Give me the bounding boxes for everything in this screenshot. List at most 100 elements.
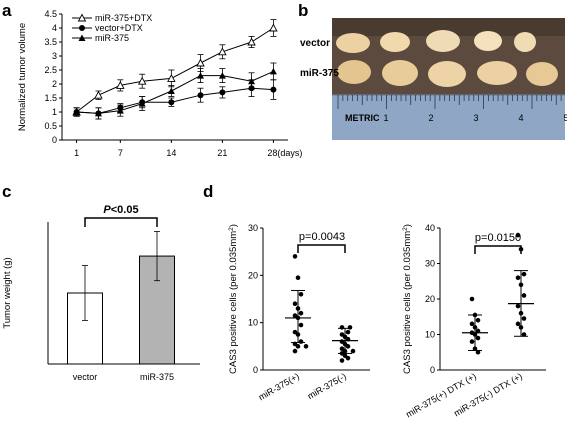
significance-bracket (474, 245, 522, 254)
y-ticks: 0 10 20 30 (248, 223, 263, 375)
chart-cas3-mir375-dtx: 0 10 20 30 40 miR-375(+) DTX (+)miR-375(-) D… (402, 223, 546, 419)
axes (262, 228, 370, 371)
points (285, 254, 358, 363)
y-tick-label: 30 (425, 259, 435, 269)
data-point (515, 303, 521, 309)
tumor (382, 60, 418, 86)
data-point (292, 254, 298, 259)
y-ticks: 0 0.5 1 1.5 2 2.5 3 3.5 4 4.5 (44, 9, 62, 145)
tumors-mir375-row (337, 60, 558, 87)
tumor (428, 61, 466, 87)
data-point (515, 232, 521, 238)
tumor-photo: METRIC 1 2 3 4 5 vector miR-375 (300, 18, 567, 140)
tumor (337, 60, 371, 84)
data-point (475, 349, 481, 355)
data-point (292, 301, 298, 307)
y-tick-label: 4 (52, 23, 57, 33)
tumor (477, 61, 517, 85)
p-value-label: p=0.0150 (475, 232, 521, 244)
y-tick-label: 0.5 (44, 121, 57, 131)
y-tick-label: 3 (52, 51, 57, 61)
significance-annotation: p=0.0150 (474, 232, 522, 254)
y-tick-label: 10 (248, 318, 258, 328)
y-axis-label-end: ) (402, 224, 413, 227)
y-tick-label: 0 (52, 135, 57, 145)
y-axis-label-main: CAS3 positive cells (per 0.035mm (402, 231, 413, 374)
x-tick-label: 7 (118, 148, 123, 158)
data-point (167, 73, 176, 82)
significance-annotation: p=0.0043 (297, 231, 346, 253)
data-point (77, 13, 87, 22)
tumor (426, 30, 460, 52)
x-ticks: miR-375(+) miR-375(-) (257, 371, 348, 402)
legend-label-vector-dtx: vector+DTX (95, 23, 143, 33)
ruler (332, 95, 565, 140)
data-point (515, 275, 521, 281)
tumors-vector-row (336, 30, 536, 53)
y-tick-label: 30 (248, 223, 258, 233)
x-tick-label: 14 (166, 148, 176, 158)
data-point (116, 107, 124, 114)
y-axis-label: Tumor weight (g) (2, 257, 13, 328)
data-point (94, 90, 103, 99)
data-point (269, 67, 277, 75)
panel-label-b: b (298, 1, 308, 20)
x-tick-label: miR-375 (140, 372, 174, 382)
y-axis-label-sup: 2 (402, 227, 409, 231)
y-axis-label: CAS3 positive cells (per 0.035mm2) (402, 224, 413, 374)
y-tick-label: 1.5 (44, 93, 57, 103)
legend-label-mir375: miR-375 (95, 33, 129, 43)
ruler-number: 3 (473, 113, 478, 123)
p-letter: P (103, 204, 111, 216)
y-axis-label: CAS3 positive cells (per 0.035mm2) (228, 224, 239, 374)
axes (439, 228, 546, 371)
data-point (469, 296, 475, 302)
significance-bracket (84, 217, 158, 227)
data-point (339, 325, 345, 330)
data-point (138, 100, 146, 107)
y-tick-label: 4.5 (44, 9, 57, 19)
chart-tumor-volume: 0 0.5 1 1.5 2 2.5 3 3.5 4 4.5 1 7 14 21 28(days) Norm… (17, 9, 302, 158)
panel-label-c: c (2, 182, 11, 201)
data-point (298, 310, 304, 316)
data-point (303, 344, 309, 349)
data-point (475, 328, 481, 334)
y-tick-label: 0 (253, 365, 258, 375)
y-tick-label: 2.5 (44, 65, 57, 75)
y-tick-label: 3.5 (44, 37, 57, 47)
series-line (76, 70, 274, 114)
tumor (336, 33, 370, 53)
ruler-number: 1 (383, 113, 388, 123)
series-triangle (73, 62, 277, 120)
data-point (295, 344, 301, 349)
y-tick-label: 40 (425, 223, 435, 233)
significance-bracket (297, 244, 346, 253)
data-point (94, 109, 102, 117)
data-point (469, 321, 475, 327)
data-point (521, 271, 527, 277)
x-ticks: 1 7 14 21 28(days) (74, 140, 302, 158)
y-tick-label: 1 (52, 107, 57, 117)
ruler-number: 5 (563, 113, 567, 123)
data-point (521, 316, 527, 321)
data-point (298, 322, 304, 328)
panel-label-d: d (203, 182, 213, 201)
data-point (469, 339, 475, 344)
data-point (197, 72, 205, 79)
ruler-number: 4 (518, 113, 523, 123)
photo-label-mir375: miR-375 (300, 68, 339, 79)
y-axis-label: Normalized tumor volume (17, 23, 28, 131)
x-ticks: vector miR-375 (73, 372, 174, 382)
data-point (339, 358, 345, 363)
photo-top-shade (332, 18, 565, 36)
ruler-numbers: 1 2 3 4 5 (383, 113, 567, 123)
data-point (521, 293, 527, 298)
tumor (380, 32, 410, 52)
axes (61, 14, 288, 141)
data-point (292, 348, 298, 354)
points (462, 232, 534, 355)
tumor (526, 62, 558, 86)
data-point (515, 321, 521, 327)
data-point (350, 348, 356, 354)
